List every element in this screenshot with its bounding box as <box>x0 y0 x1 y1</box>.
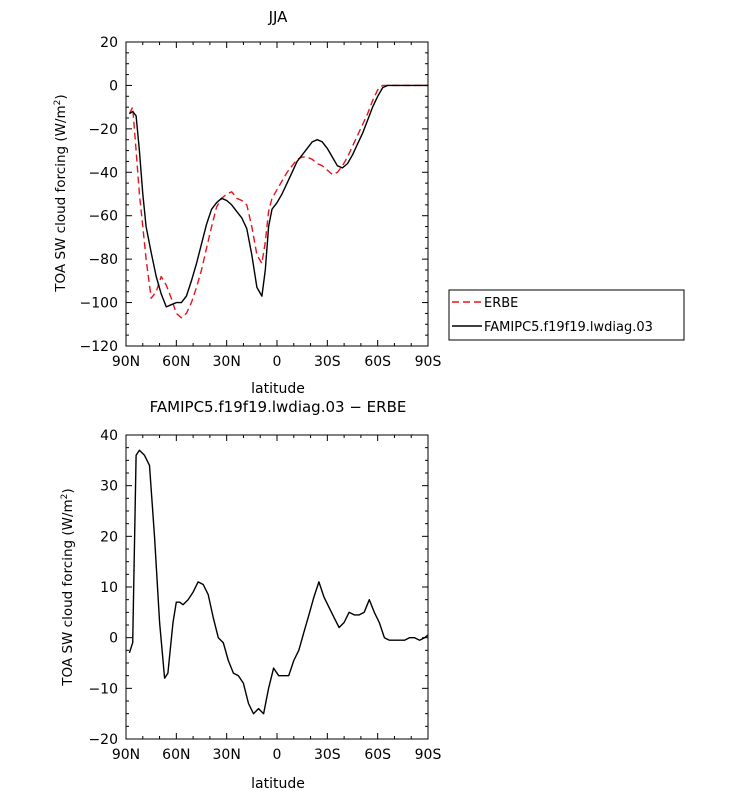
x-tick-label: 90S <box>415 747 442 763</box>
legend-label-erbe: ERBE <box>484 296 518 311</box>
svg-text:TOA SW cloud forcing (W/m2): TOA SW cloud forcing (W/m2) <box>60 488 76 686</box>
x-tick-label: 60N <box>162 747 190 763</box>
y-axis-label: TOA SW cloud forcing (W/m2) <box>60 488 76 686</box>
legend-box <box>448 289 685 341</box>
y-tick-label: −10 <box>88 681 118 697</box>
series-line-famipc5-f19f19-lwdiag-03 <box>129 84 428 308</box>
x-tick-label: 60S <box>364 354 391 370</box>
plot-frame <box>125 434 429 740</box>
panel-top: JJA TOA SW cloud forcing (W/m2) latitude… <box>53 8 441 397</box>
x-tick-label: 30S <box>314 354 341 370</box>
y-tick-label: 0 <box>109 78 118 94</box>
tick-layer: 90N 60N 30N 0 30S 60S 90S −20 −10 0 10 20 30 40 <box>88 428 441 763</box>
y-tick-label: 10 <box>100 580 118 596</box>
y-tick-label: 40 <box>100 428 118 444</box>
plot-frame <box>125 41 429 347</box>
y-tick-label: 20 <box>100 35 118 51</box>
x-tick-label: 0 <box>273 354 282 370</box>
y-tick-label: −20 <box>88 732 118 748</box>
x-tick-label: 0 <box>273 747 282 763</box>
x-tick-label: 90N <box>112 354 140 370</box>
series-layer <box>128 84 428 319</box>
y-tick-label: −60 <box>88 209 118 225</box>
y-tick-label: 30 <box>100 479 118 495</box>
x-axis-label: latitude <box>251 776 305 792</box>
x-tick-label: 90N <box>112 747 140 763</box>
y-tick-label: −20 <box>88 122 118 138</box>
series-line-erbe <box>128 84 428 319</box>
series-line-diff-0 <box>128 449 429 715</box>
panel-bottom: FAMIPC5.f19f19.lwdiag.03 − ERBE TOA SW c… <box>60 398 441 792</box>
x-axis-label: latitude <box>251 381 305 397</box>
legend: ERBE FAMIPC5.f19f19.lwdiag.03 <box>448 289 685 341</box>
y-tick-label: 20 <box>100 529 118 545</box>
y-tick-label: −40 <box>88 165 118 181</box>
x-tick-label: 60N <box>162 354 190 370</box>
y-tick-label: −120 <box>80 339 118 355</box>
svg-text:TOA SW cloud forcing (W/m2): TOA SW cloud forcing (W/m2) <box>53 94 69 292</box>
y-axis-label: TOA SW cloud forcing (W/m2) <box>53 94 69 292</box>
y-tick-label: −80 <box>88 252 118 268</box>
y-tick-label: −100 <box>80 296 118 312</box>
x-tick-label: 60S <box>364 747 391 763</box>
tick-layer: 90N 60N 30N 0 30S 60S 90S −120 −100 −80 −60 −40 −20 0… <box>80 35 442 370</box>
x-tick-label: 30S <box>314 747 341 763</box>
x-tick-label: 90S <box>415 354 442 370</box>
x-tick-label: 30N <box>213 747 241 763</box>
chart-title: JJA <box>268 8 289 26</box>
y-tick-label: 0 <box>109 631 118 647</box>
legend-label-model: FAMIPC5.f19f19.lwdiag.03 <box>484 320 653 335</box>
series-layer <box>128 449 429 715</box>
x-tick-label: 30N <box>213 354 241 370</box>
chart-title: FAMIPC5.f19f19.lwdiag.03 − ERBE <box>150 398 407 416</box>
